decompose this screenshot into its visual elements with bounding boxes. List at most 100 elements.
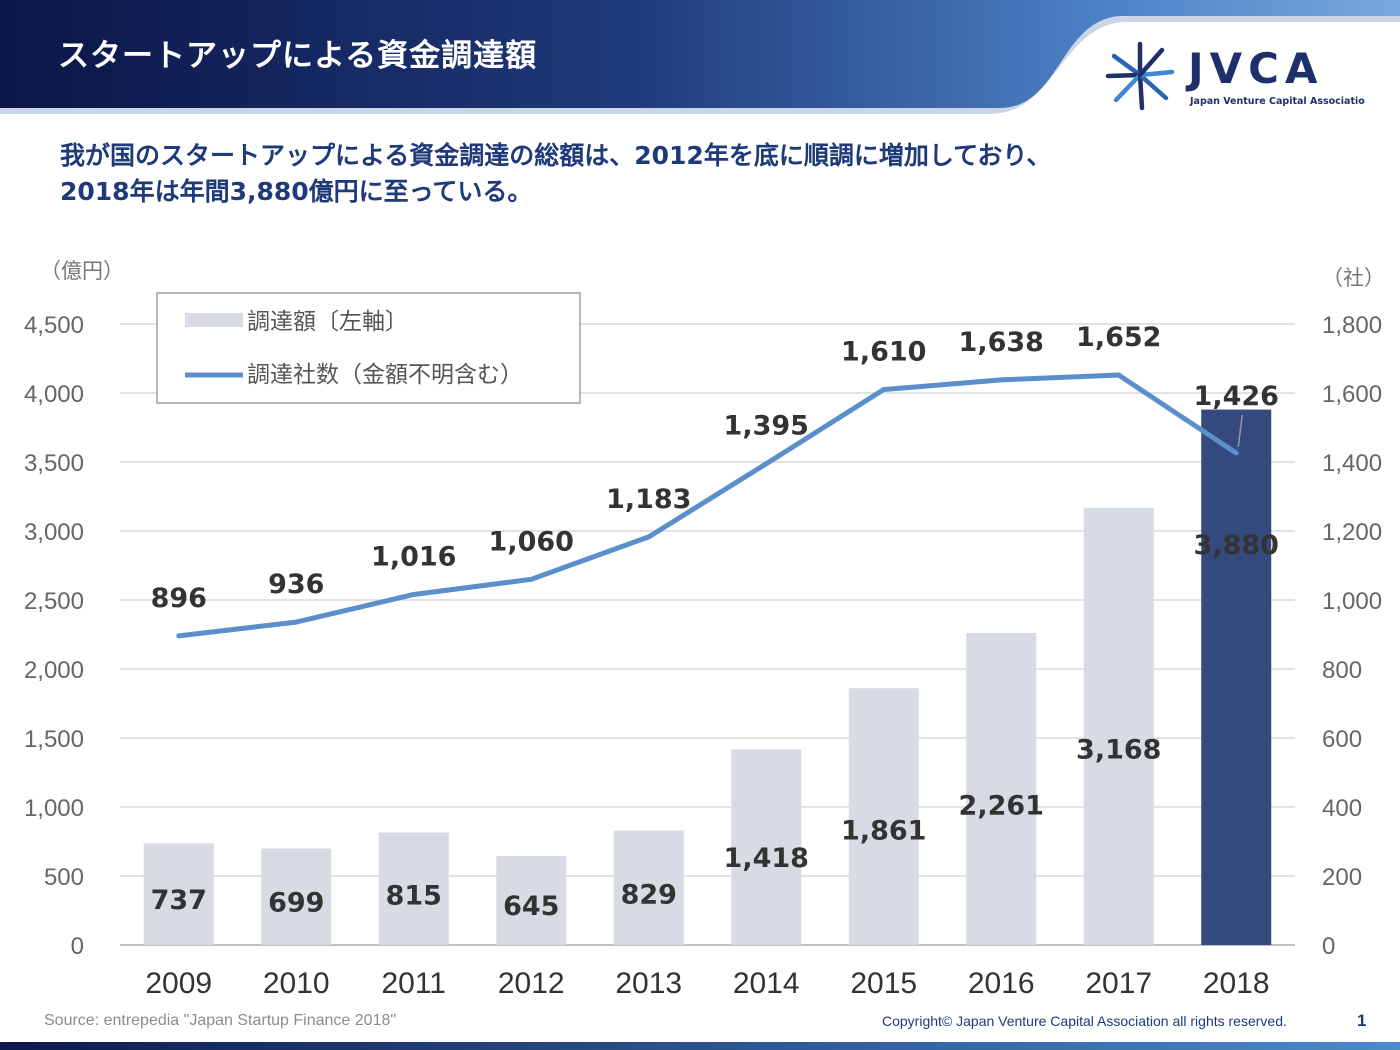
x-axis-ticks: 2009 2010 2011 2012 2013 2014 2015 2016 2017 2018 — [145, 967, 1269, 1000]
bar-2013 — [613, 830, 684, 945]
line-label-2015: 1,610 — [841, 337, 926, 368]
bar-2017 — [1083, 507, 1154, 945]
bar-2011 — [378, 832, 449, 945]
footer-bar — [0, 1042, 1400, 1050]
x-tick-2013: 2013 — [615, 967, 682, 1000]
legend-label-bar: 調達額〔左軸〕 — [247, 309, 408, 335]
left-tick-label: 500 — [44, 864, 84, 891]
bar-label-2012: 645 — [503, 891, 559, 922]
left-tick-label: 3,500 — [24, 450, 84, 477]
left-tick-label: 1,000 — [24, 795, 84, 822]
chart-legend: 調達額〔左軸〕 調達社数（金額不明含む） — [156, 292, 581, 404]
right-axis-ticks: 0 200 400 600 800 1,000 1,200 1,400 1,600 1,800 — [1322, 312, 1382, 960]
bar-2010 — [261, 848, 332, 945]
legend-label-line: 調達社数（金額不明含む） — [247, 362, 523, 388]
x-tick-2010: 2010 — [263, 967, 330, 1000]
left-tick-label: 4,500 — [24, 312, 84, 339]
bar-data-labels: 737 699 815 645 829 1,418 1,861 2,261 3,168 3,880 — [151, 530, 1279, 922]
bar-label-2013: 829 — [621, 880, 677, 911]
page-title: スタートアップによる資金調達額 — [58, 38, 538, 74]
line-point-2011 — [411, 591, 417, 597]
bar-label-2018: 3,880 — [1194, 530, 1279, 561]
line-point-2014 — [763, 461, 769, 467]
line-companies — [178, 372, 1238, 639]
line-point-2012 — [528, 576, 534, 582]
line-point-2009 — [176, 633, 182, 639]
left-axis-ticks: 0 500 1,000 1,500 2,000 2,500 3,000 3,500 4,000 4… — [24, 312, 84, 960]
left-tick-label: 2,500 — [24, 588, 84, 615]
line-point-2017 — [1116, 372, 1122, 378]
x-tick-2015: 2015 — [850, 967, 917, 1000]
line-label-2012: 1,060 — [489, 526, 574, 557]
line-point-2010 — [293, 619, 299, 625]
line-point-2018 — [1233, 450, 1239, 456]
bar-label-2009: 737 — [151, 885, 207, 916]
right-tick-label: 1,200 — [1322, 519, 1382, 546]
right-tick-label: 800 — [1322, 657, 1362, 684]
line-label-2013: 1,183 — [606, 484, 691, 515]
line-label-2009: 896 — [151, 583, 207, 614]
source-note: Source: entrepedia "Japan Startup Financ… — [44, 1012, 397, 1029]
right-tick-label: 1,400 — [1322, 450, 1382, 477]
logo-subtitle: Japan Venture Capital Associatio — [1190, 96, 1365, 107]
left-tick-label: 2,000 — [24, 657, 84, 684]
bar-label-2016: 2,261 — [959, 791, 1044, 822]
line-point-2015 — [881, 387, 887, 393]
funding-chart: 0 500 1,000 1,500 2,000 2,500 3,000 3,500 4,000 4… — [24, 259, 1385, 1000]
jvca-logo: JVCA Japan Venture Capital Associatio — [1100, 38, 1365, 113]
summary-line-1: 我が国のスタートアップによる資金調達の総額は、2012年を底に順調に増加しており… — [60, 141, 1052, 170]
legend-bar-swatch — [185, 313, 243, 327]
left-tick-label: 4,000 — [24, 381, 84, 408]
page-number: 1 — [1357, 1011, 1367, 1030]
right-tick-label: 1,600 — [1322, 381, 1382, 408]
bar-label-2015: 1,861 — [841, 815, 926, 846]
right-tick-label: 0 — [1322, 933, 1335, 960]
right-tick-label: 600 — [1322, 726, 1362, 753]
summary-line-2: 2018年は年間3,880億円に至っている。 — [60, 177, 533, 206]
bar-series — [143, 409, 1272, 945]
left-tick-label: 3,000 — [24, 519, 84, 546]
star-burst-icon — [1105, 41, 1175, 111]
logo-wordmark: JVCA — [1188, 44, 1324, 93]
x-tick-2011: 2011 — [381, 967, 446, 1000]
line-point-2013 — [646, 534, 652, 540]
bar-label-2011: 815 — [386, 880, 442, 911]
bar-2018 — [1201, 409, 1272, 945]
copyright-note: Copyright© Japan Venture Capital Associa… — [882, 1013, 1287, 1029]
line-label-2011: 1,016 — [371, 541, 456, 572]
line-label-2016: 1,638 — [959, 327, 1044, 358]
line-label-2010: 936 — [268, 569, 324, 600]
left-tick-label: 0 — [71, 933, 84, 960]
legend-box — [156, 292, 581, 404]
line-point-2016 — [998, 377, 1004, 383]
bar-label-2014: 1,418 — [724, 843, 809, 874]
x-tick-2012: 2012 — [498, 967, 565, 1000]
x-tick-2009: 2009 — [145, 967, 212, 1000]
left-axis-unit: （億円） — [40, 259, 124, 283]
label-leader-line — [1237, 414, 1243, 448]
right-tick-label: 400 — [1322, 795, 1362, 822]
bar-2015 — [848, 688, 919, 945]
line-label-2018: 1,426 — [1194, 381, 1279, 412]
bar-label-2017: 3,168 — [1076, 734, 1161, 765]
line-series — [176, 372, 1239, 639]
line-label-2017: 1,652 — [1076, 322, 1161, 353]
x-tick-2017: 2017 — [1085, 967, 1152, 1000]
bar-2014 — [731, 749, 802, 945]
right-tick-label: 200 — [1322, 864, 1362, 891]
header-banner — [0, 0, 1400, 120]
right-axis-unit: （社） — [1322, 266, 1385, 290]
x-tick-2014: 2014 — [733, 967, 800, 1000]
x-tick-2016: 2016 — [968, 967, 1035, 1000]
x-tick-2018: 2018 — [1203, 967, 1270, 1000]
bar-2012 — [496, 855, 567, 945]
bar-2009 — [143, 843, 214, 945]
right-tick-label: 1,000 — [1322, 588, 1382, 615]
bar-label-2010: 699 — [268, 888, 324, 919]
line-label-2014: 1,395 — [724, 411, 809, 442]
left-tick-label: 1,500 — [24, 726, 84, 753]
summary-text: 我が国のスタートアップによる資金調達の総額は、2012年を底に順調に増加しており… — [60, 138, 1360, 210]
right-tick-label: 1,800 — [1322, 312, 1382, 339]
bar-2016 — [966, 632, 1037, 945]
line-data-labels: 896 936 1,016 1,060 1,183 1,395 1,610 1,638 1,65… — [151, 322, 1279, 614]
